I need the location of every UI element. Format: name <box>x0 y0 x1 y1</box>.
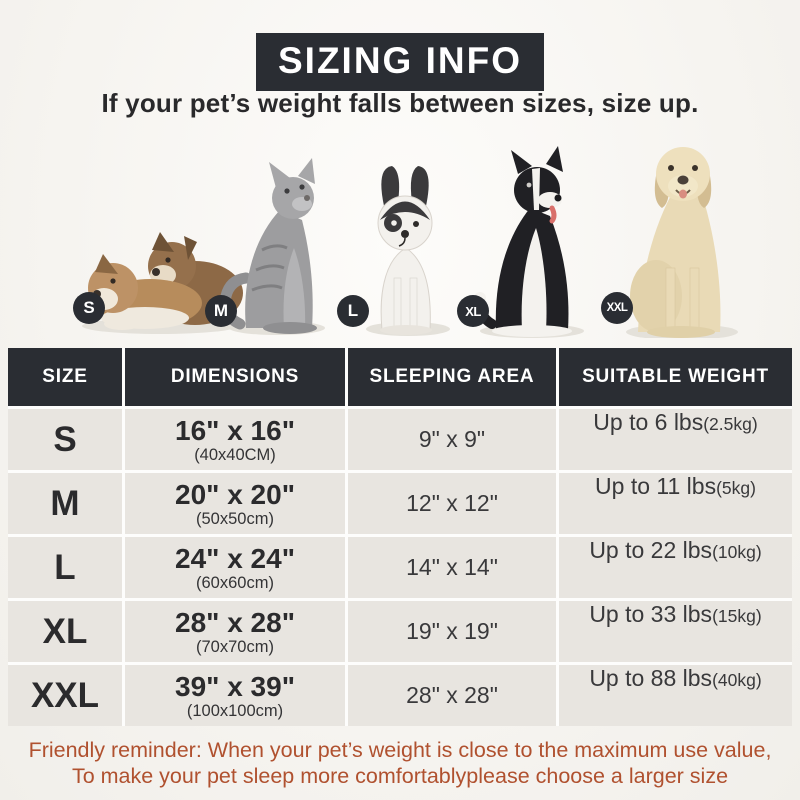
size-badge-xl: XL <box>457 295 489 327</box>
weight-lbs: Up to 6 lbs <box>593 409 704 435</box>
border-collie-image <box>474 146 584 338</box>
weight-lbs: Up to 11 lbs <box>595 473 717 499</box>
dimensions-inches: 39" x 39" <box>175 670 295 702</box>
table-cell-sleeping-area: 9" x 9" <box>348 409 556 470</box>
column-header-sleeping-area: SLEEPING AREA <box>348 348 556 406</box>
reminder-line-2: To make your pet sleep more comfortablyp… <box>71 764 729 788</box>
dimensions-inches: 20" x 20" <box>175 478 295 510</box>
weight-lbs: Up to 22 lbs <box>589 537 713 563</box>
table-cell-suitable-weight: Up to 22 lbs (10kg) <box>559 537 792 598</box>
title-bar: SIZING INFO <box>256 33 544 91</box>
table-cell-dimensions: 24" x 24" (60x60cm) <box>125 537 345 598</box>
column-header-size: SIZE <box>8 348 122 406</box>
table-cell-sleeping-area: 14" x 14" <box>348 537 556 598</box>
table-cell-size: M <box>8 473 122 534</box>
dimensions-cm: (40x40CM) <box>194 445 276 464</box>
subtitle: If your pet’s weight falls between sizes… <box>101 88 699 118</box>
dimensions-cm: (50x50cm) <box>196 509 274 528</box>
dimensions-cm: (60x60cm) <box>196 573 274 592</box>
table-cell-size: XXL <box>8 665 122 726</box>
french-bulldog-image <box>366 166 450 336</box>
size-table: SIZE DIMENSIONS SLEEPING AREA SUITABLE W… <box>8 348 792 726</box>
friendly-reminder: Friendly reminder: When your pet’s weigh… <box>0 737 800 789</box>
weight-lbs: Up to 88 lbs <box>589 665 713 691</box>
dimensions-inches: 16" x 16" <box>175 414 295 446</box>
weight-kg: (5kg) <box>716 478 756 498</box>
table-cell-dimensions: 39" x 39" (100x100cm) <box>125 665 345 726</box>
table-cell-sleeping-area: 28" x 28" <box>348 665 556 726</box>
size-badge-s: S <box>73 292 105 324</box>
table-cell-sleeping-area: 12" x 12" <box>348 473 556 534</box>
table-cell-suitable-weight: Up to 11 lbs (5kg) <box>559 473 792 534</box>
dimensions-inches: 24" x 24" <box>175 542 295 574</box>
cat-image <box>219 158 325 335</box>
table-cell-dimensions: 16" x 16" (40x40CM) <box>125 409 345 470</box>
table-cell-sleeping-area: 19" x 19" <box>348 601 556 662</box>
dimensions-cm: (70x70cm) <box>196 637 274 656</box>
page-title: SIZING INFO <box>278 40 522 81</box>
reminder-line-1: Friendly reminder: When your pet’s weigh… <box>28 738 772 762</box>
dimensions-cm: (100x100cm) <box>186 701 284 720</box>
weight-kg: (15kg) <box>712 606 762 626</box>
table-cell-dimensions: 28" x 28" (70x70cm) <box>125 601 345 662</box>
weight-kg: (40kg) <box>712 670 762 690</box>
size-badge-l: L <box>337 295 369 327</box>
column-header-suitable-weight: SUITABLE WEIGHT <box>559 348 792 406</box>
table-cell-size: XL <box>8 601 122 662</box>
table-cell-suitable-weight: Up to 88 lbs (40kg) <box>559 665 792 726</box>
weight-kg: (10kg) <box>712 542 762 562</box>
labrador-image <box>626 147 738 338</box>
weight-lbs: Up to 33 lbs <box>589 601 713 627</box>
table-cell-suitable-weight: Up to 33 lbs (15kg) <box>559 601 792 662</box>
size-badge-m: M <box>205 295 237 327</box>
column-header-dimensions: DIMENSIONS <box>125 348 345 406</box>
table-cell-dimensions: 20" x 20" (50x50cm) <box>125 473 345 534</box>
table-cell-size: S <box>8 409 122 470</box>
size-badge-xxl: XXL <box>601 292 633 324</box>
table-cell-size: L <box>8 537 122 598</box>
weight-kg: (2.5kg) <box>703 414 758 434</box>
dimensions-inches: 28" x 28" <box>175 606 295 638</box>
table-cell-suitable-weight: Up to 6 lbs (2.5kg) <box>559 409 792 470</box>
pets-illustration <box>82 146 738 338</box>
